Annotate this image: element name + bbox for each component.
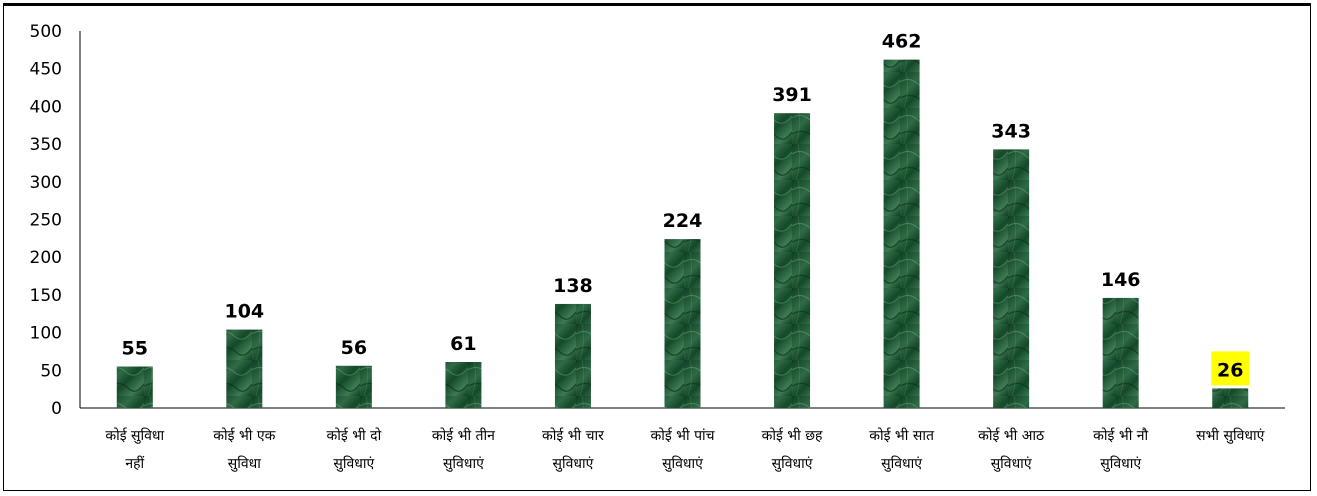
category-label: कोई भी आठ	[978, 427, 1045, 444]
y-tick-label: 300	[30, 173, 62, 193]
data-label: 61	[450, 333, 476, 355]
data-label: 56	[341, 337, 367, 359]
y-tick-label: 400	[30, 97, 62, 117]
axes: 0 50 100 150 200 250 300 350 400 450 500	[30, 22, 1285, 419]
data-label: 104	[224, 301, 264, 323]
bar	[554, 303, 591, 408]
category-label: सभी सुविधाएं	[1196, 427, 1264, 444]
chart-frame	[3, 3, 1311, 491]
category-label: सुविधा	[228, 455, 261, 472]
y-tick-label: 200	[30, 248, 62, 268]
bar	[664, 239, 701, 408]
category-label: सुविधाएं	[991, 455, 1032, 472]
y-tick-label: 450	[30, 60, 62, 80]
bar	[1212, 388, 1249, 408]
category-label: कोई भी सात	[869, 427, 935, 444]
y-tick-label: 250	[30, 211, 62, 231]
data-label-highlight	[1211, 351, 1250, 386]
category-label: सुविधाएं	[772, 455, 813, 472]
bar	[445, 362, 482, 408]
data-label: 138	[553, 275, 593, 297]
category-label: सुविधाएं	[333, 455, 374, 472]
category-label: सुविधाएं	[1100, 455, 1141, 472]
y-tick-label: 350	[30, 135, 62, 155]
category-label: कोई भी नौ	[1093, 427, 1148, 444]
y-tick-label: 150	[30, 286, 62, 306]
bar	[774, 113, 811, 408]
category-label: नहीं	[125, 455, 144, 472]
bar	[993, 149, 1030, 409]
category-label: कोई भी तीन	[432, 427, 495, 444]
y-tick-label: 100	[30, 324, 62, 344]
category-label: सुविधाएं	[662, 455, 703, 472]
data-label: 462	[882, 31, 922, 53]
bar	[116, 366, 153, 408]
category-label: सुविधाएं	[553, 455, 594, 472]
data-label: 224	[663, 210, 703, 232]
category-label: कोई भी पांच	[650, 427, 715, 444]
data-label: 391	[772, 84, 812, 106]
data-label: 55	[122, 338, 148, 360]
bar	[335, 365, 372, 408]
data-label: 26	[1217, 359, 1243, 381]
y-tick-label: 0	[51, 399, 62, 419]
category-label: कोई भी दो	[327, 427, 382, 444]
category-label: कोई भी छह	[762, 427, 823, 444]
category-label: कोई भी चार	[542, 427, 604, 444]
category-label: सुविधाएं	[881, 455, 922, 472]
category-labels: कोई सुविधा नहीं कोई भी एक सुविधा कोई भी दो सु…	[105, 427, 1264, 472]
category-label: कोई सुविधा	[105, 427, 164, 444]
y-tick-label: 50	[40, 361, 62, 381]
bar	[226, 329, 263, 408]
bars	[116, 59, 1249, 409]
data-label: 343	[991, 120, 1031, 142]
bar	[1102, 297, 1139, 408]
data-labels: 55 104 56 61 138 224 391 462 343 146 26	[122, 31, 1250, 386]
data-label: 146	[1101, 269, 1141, 291]
category-label: सुविधाएं	[443, 455, 484, 472]
y-tick-label: 500	[30, 22, 62, 42]
category-label: कोई भी एक	[213, 427, 275, 444]
bar	[883, 59, 920, 408]
